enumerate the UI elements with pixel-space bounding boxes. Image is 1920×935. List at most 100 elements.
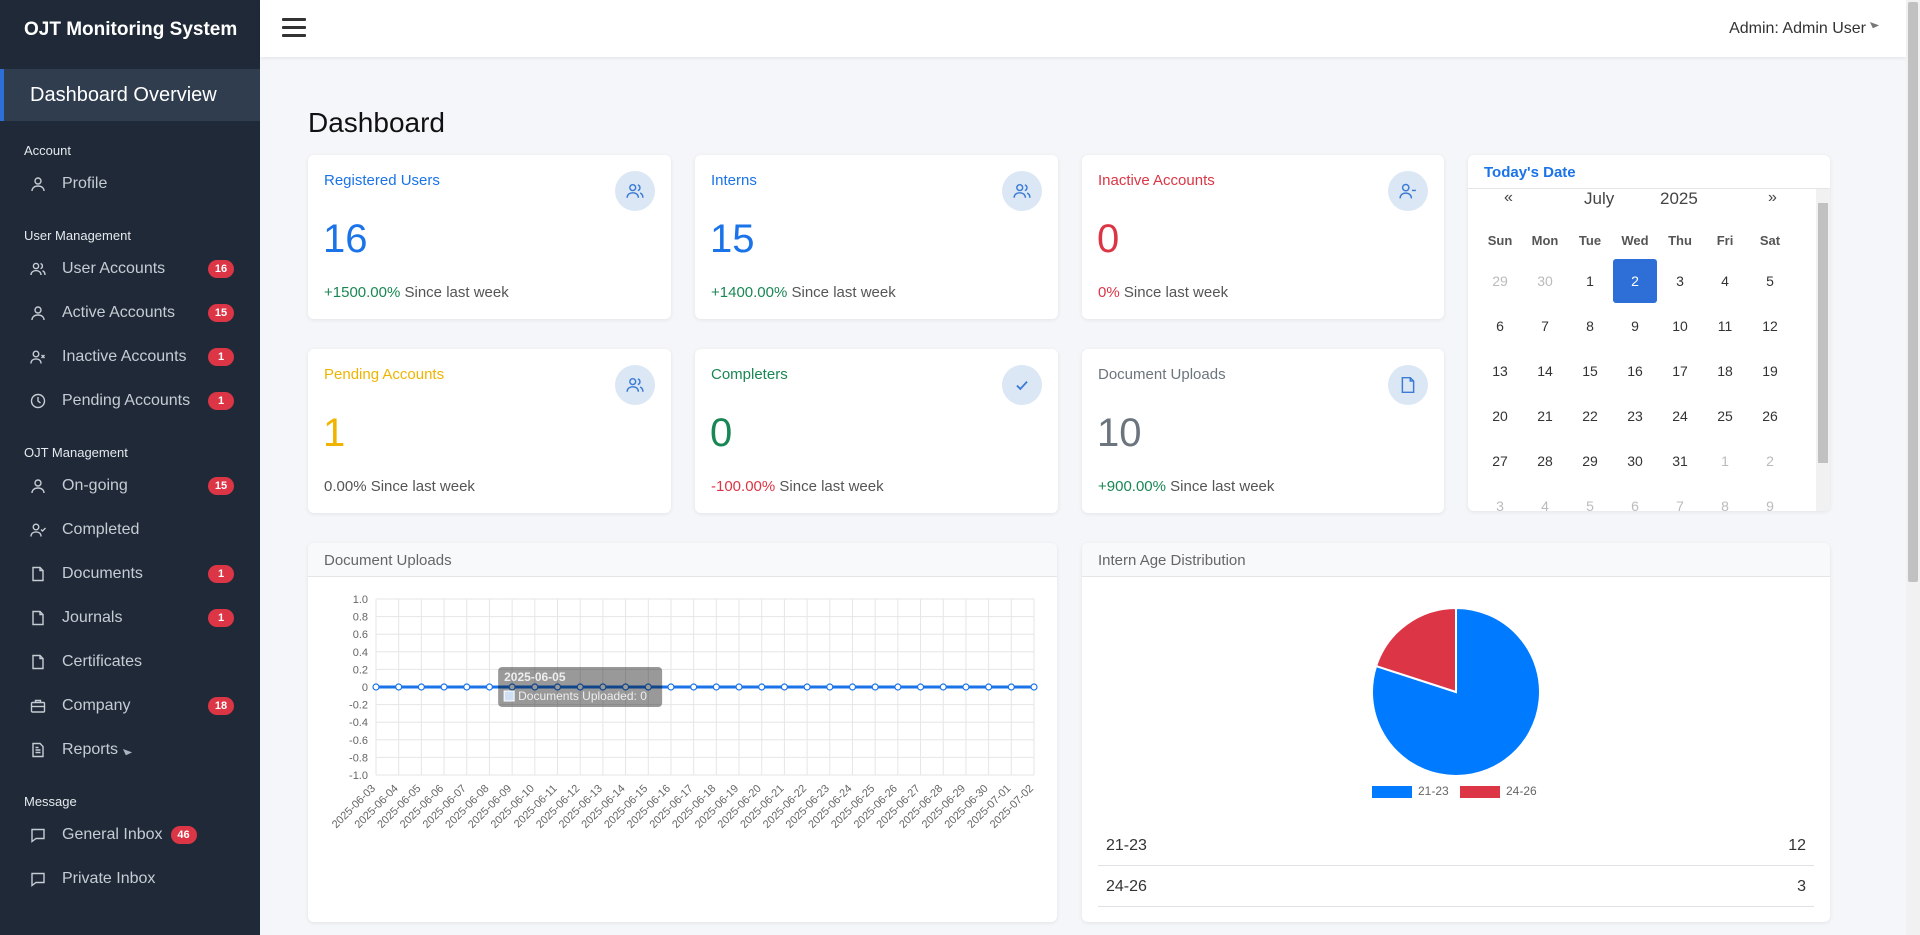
page-scrollbar[interactable] bbox=[1906, 0, 1920, 935]
calendar-day[interactable]: 7 bbox=[1541, 318, 1549, 334]
data-point[interactable] bbox=[803, 683, 811, 691]
calendar-day[interactable]: 30 bbox=[1537, 273, 1553, 289]
sidebar-item-active-accounts[interactable]: Active Accounts 15 bbox=[0, 291, 260, 335]
calendar-day[interactable]: 8 bbox=[1586, 318, 1594, 334]
calendar-day[interactable]: 1 bbox=[1721, 453, 1729, 469]
data-point[interactable] bbox=[939, 683, 947, 691]
calendar-day[interactable]: 29 bbox=[1492, 273, 1508, 289]
data-point[interactable] bbox=[848, 683, 857, 691]
calendar-day[interactable]: 2 bbox=[1613, 259, 1657, 303]
calendar-day[interactable]: 20 bbox=[1492, 408, 1508, 424]
brand-title[interactable]: OJT Monitoring System bbox=[24, 19, 238, 40]
calendar-day[interactable]: 4 bbox=[1721, 273, 1729, 289]
calendar-day[interactable]: 27 bbox=[1492, 453, 1508, 469]
calendar-day[interactable]: 16 bbox=[1627, 363, 1643, 379]
calendar-day[interactable]: 7 bbox=[1676, 498, 1684, 511]
sidebar-item-documents[interactable]: Documents 1 bbox=[0, 552, 260, 596]
data-point[interactable] bbox=[644, 683, 652, 691]
sidebar-item-journals[interactable]: Journals 1 bbox=[0, 596, 260, 640]
calendar-day[interactable]: 9 bbox=[1631, 318, 1639, 334]
calendar-day[interactable]: 21 bbox=[1537, 408, 1553, 424]
pie-legend-item[interactable]: 24-26 bbox=[1460, 784, 1537, 798]
year-select[interactable]: 2025 bbox=[1660, 189, 1698, 208]
calendar-day[interactable]: 14 bbox=[1537, 363, 1553, 379]
sidebar-item-inactive-accounts[interactable]: Inactive Accounts 1 bbox=[0, 335, 260, 379]
sidebar-item-certificates[interactable]: Certificates bbox=[0, 640, 260, 684]
calendar-day[interactable]: 9 bbox=[1766, 498, 1774, 511]
menu-toggle-icon[interactable] bbox=[282, 18, 306, 38]
calendar-day[interactable]: 15 bbox=[1582, 363, 1598, 379]
calendar-day[interactable]: 19 bbox=[1762, 363, 1778, 379]
pie-legend-item[interactable]: 21-23 bbox=[1372, 784, 1449, 798]
data-point[interactable] bbox=[395, 683, 403, 691]
data-point[interactable] bbox=[916, 683, 925, 691]
sidebar-item-company[interactable]: Company 18 bbox=[0, 684, 260, 728]
calendar-day[interactable]: 5 bbox=[1586, 498, 1594, 511]
data-point[interactable] bbox=[485, 683, 494, 691]
data-point[interactable] bbox=[531, 683, 539, 691]
data-point[interactable] bbox=[553, 683, 562, 691]
month-select[interactable]: July bbox=[1584, 189, 1615, 208]
calendar-day[interactable]: 5 bbox=[1766, 273, 1774, 289]
caret-icon[interactable]: ◣ bbox=[1869, 17, 1880, 30]
sidebar-item-private-inbox[interactable]: Private Inbox bbox=[0, 857, 260, 901]
calendar-day[interactable]: 22 bbox=[1582, 408, 1598, 424]
data-point[interactable] bbox=[985, 683, 993, 691]
data-point[interactable] bbox=[735, 683, 743, 691]
calendar-day[interactable]: 4 bbox=[1541, 498, 1549, 511]
data-point[interactable] bbox=[712, 683, 720, 691]
pie-slice[interactable] bbox=[1374, 606, 1457, 694]
calendar-day[interactable]: 6 bbox=[1631, 498, 1639, 511]
sidebar-item-completed[interactable]: Completed bbox=[0, 508, 260, 552]
calendar-day[interactable]: 29 bbox=[1582, 453, 1598, 469]
data-point[interactable] bbox=[508, 683, 516, 691]
prev-month-button[interactable]: « bbox=[1504, 189, 1513, 206]
calendar-day[interactable]: 31 bbox=[1672, 453, 1688, 469]
next-month-button[interactable]: » bbox=[1768, 189, 1777, 206]
data-point[interactable] bbox=[463, 683, 471, 691]
calendar-day[interactable]: 6 bbox=[1496, 318, 1504, 334]
calendar-day[interactable]: 30 bbox=[1627, 453, 1643, 469]
calendar-day[interactable]: 23 bbox=[1627, 408, 1643, 424]
calendar-day[interactable]: 28 bbox=[1537, 453, 1553, 469]
calendar-day[interactable]: 1 bbox=[1586, 273, 1594, 289]
calendar-day[interactable]: 17 bbox=[1672, 363, 1688, 379]
sidebar-item-general-inbox[interactable]: General Inbox 46 bbox=[0, 813, 260, 857]
calendar-scrollbar[interactable] bbox=[1816, 189, 1830, 511]
data-point[interactable] bbox=[871, 683, 879, 691]
data-point[interactable] bbox=[621, 683, 630, 691]
data-point[interactable] bbox=[667, 683, 675, 691]
data-point[interactable] bbox=[780, 683, 789, 691]
data-point[interactable] bbox=[417, 683, 425, 691]
data-point[interactable] bbox=[440, 683, 448, 691]
data-point[interactable] bbox=[1030, 683, 1038, 691]
calendar-day[interactable]: 8 bbox=[1721, 498, 1729, 511]
calendar-day[interactable]: 10 bbox=[1672, 318, 1688, 334]
calendar-day[interactable]: 25 bbox=[1717, 408, 1733, 424]
user-menu[interactable]: Admin: Admin User bbox=[1729, 20, 1866, 37]
sidebar-item-user-accounts[interactable]: User Accounts 16 bbox=[0, 247, 260, 291]
sidebar-item-reports[interactable]: Reports ◣ bbox=[0, 728, 260, 772]
data-point[interactable] bbox=[826, 683, 834, 691]
calendar-day[interactable]: 3 bbox=[1676, 273, 1684, 289]
sidebar-item-ongoing[interactable]: On-going 15 bbox=[0, 464, 260, 508]
calendar-day[interactable]: 24 bbox=[1672, 408, 1688, 424]
sidebar-item-dashboard-overview[interactable]: Dashboard Overview bbox=[0, 69, 260, 121]
calendar-day[interactable]: 26 bbox=[1762, 408, 1778, 424]
calendar-day[interactable]: 18 bbox=[1717, 363, 1733, 379]
data-point[interactable] bbox=[372, 683, 380, 691]
data-point[interactable] bbox=[758, 683, 766, 691]
calendar-day[interactable]: 12 bbox=[1762, 318, 1778, 334]
data-point[interactable] bbox=[599, 683, 607, 691]
data-point[interactable] bbox=[576, 683, 584, 691]
calendar-day[interactable]: 3 bbox=[1496, 498, 1504, 511]
calendar-day[interactable]: 13 bbox=[1492, 363, 1508, 379]
calendar-day[interactable]: 11 bbox=[1717, 318, 1733, 334]
data-point[interactable] bbox=[1007, 683, 1015, 691]
data-point[interactable] bbox=[894, 683, 902, 691]
calendar-day[interactable]: 2 bbox=[1766, 453, 1774, 469]
data-point[interactable] bbox=[690, 683, 698, 691]
data-point[interactable] bbox=[962, 683, 970, 691]
sidebar-item-profile[interactable]: Profile bbox=[0, 162, 260, 206]
sidebar-item-pending-accounts[interactable]: Pending Accounts 1 bbox=[0, 379, 260, 423]
